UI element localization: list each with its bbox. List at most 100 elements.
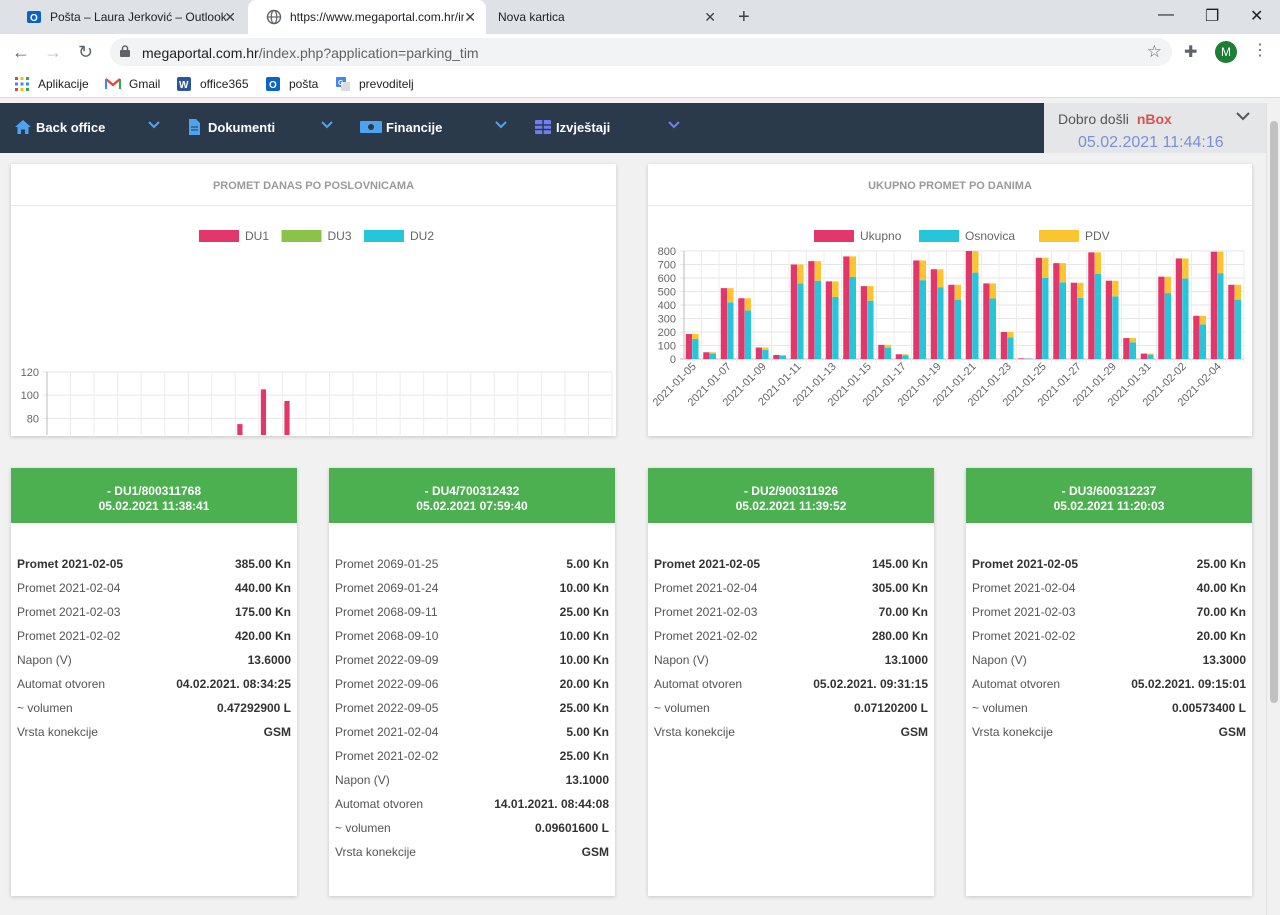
legend-label: PDV	[1085, 229, 1110, 243]
bar-pdv	[1217, 251, 1224, 274]
device-datetime: 05.02.2021 11:20:03	[1053, 499, 1165, 513]
bar-pdv	[1234, 284, 1242, 300]
word-icon: W	[176, 76, 192, 92]
bar-ukupno	[720, 288, 728, 359]
bar-pdv	[814, 261, 822, 281]
bookmark-apps[interactable]: Aplikacije	[14, 76, 89, 92]
stat-label: Promet 2021-02-03	[17, 605, 121, 619]
stat-row: Promet 2021-02-04 5.00 Kn	[335, 725, 609, 749]
tab-label: Nova kartica	[498, 10, 565, 24]
close-icon[interactable]: ✕	[464, 8, 476, 25]
bar-ukupno	[755, 347, 763, 359]
stat-row: Napon (V) 13.1000	[654, 653, 928, 677]
extensions-icon[interactable]: ✚	[1184, 44, 1198, 61]
stat-value: 175.00 Kn	[234, 605, 291, 619]
stat-label: Promet 2021-02-05	[654, 557, 761, 571]
tab-label: https://www.megaportal.com.hr/ind	[290, 10, 464, 24]
bar-pdv	[937, 269, 944, 288]
stat-value: 13.1000	[884, 653, 928, 667]
bar-osnovica	[989, 298, 997, 359]
bar-ukupno	[1018, 358, 1025, 359]
stat-row: ~ volumen 0.00573400 L	[972, 701, 1246, 725]
chevron-down-icon[interactable]	[1236, 111, 1250, 121]
tab-new[interactable]: Nova kartica ✕	[488, 0, 726, 34]
bar-osnovica	[744, 310, 752, 359]
close-icon[interactable]: ✕	[704, 8, 716, 25]
nav-izvjestaji[interactable]: Izvještaji	[534, 119, 610, 135]
user-welcome-panel[interactable]: Dobro došli nBox 05.02.2021 11:44:16	[1044, 103, 1266, 153]
stat-value: 25.00 Kn	[559, 605, 609, 619]
address-bar[interactable]: megaportal.com.hr/index.php?application=…	[110, 38, 1172, 66]
bookmark-prevoditelj[interactable]: G prevoditelj	[335, 76, 414, 92]
profile-avatar[interactable]: M	[1215, 41, 1237, 63]
stat-row: ~ volumen 0.07120200 L	[654, 701, 928, 725]
stat-label: Promet 2021-02-04	[654, 581, 758, 595]
page-scrollbar[interactable]	[1266, 103, 1280, 915]
chevron-down-icon[interactable]	[146, 117, 162, 133]
bookmark-office365[interactable]: W office365	[176, 76, 249, 92]
bar-osnovica	[1077, 297, 1084, 359]
bookmark-star-icon[interactable]: ☆	[1146, 42, 1162, 61]
chevron-down-icon[interactable]	[666, 117, 682, 133]
device-stats: Promet 2021-02-05 385.00 Kn Promet 2021-02…	[11, 523, 297, 749]
bookmark-posta[interactable]: O pošta	[265, 76, 318, 92]
bar-ukupno	[860, 286, 868, 359]
stat-label: Promet 2021-02-04	[972, 581, 1076, 595]
bar-pdv	[954, 284, 962, 300]
stat-value: 13.6000	[247, 653, 291, 667]
nav-back-office[interactable]: Back office	[14, 119, 105, 135]
stat-label: Promet 2021-02-02	[17, 629, 121, 643]
stat-value: 5.00 Kn	[566, 725, 609, 739]
reload-icon[interactable]: ↻	[78, 42, 94, 62]
svg-text:O: O	[269, 80, 277, 91]
device-name: - DU2/900311926	[743, 484, 839, 498]
chevron-down-icon[interactable]	[319, 117, 335, 133]
device-stats: Promet 2021-02-05 145.00 Kn Promet 2021-02…	[648, 523, 934, 749]
bar-ukupno	[1035, 257, 1043, 359]
bar-pdv	[1094, 252, 1102, 274]
device-name: - DU3/600312237	[1061, 484, 1157, 498]
stat-row: Promet 2021-02-04 305.00 Kn	[654, 581, 928, 605]
tab-outlook[interactable]: O Pošta – Laura Jerković – Outlook ✕	[8, 0, 246, 34]
y-tick-label: 700	[658, 260, 676, 272]
bookmark-gmail[interactable]: Gmail	[104, 76, 160, 92]
bar-pdv	[1182, 258, 1189, 279]
close-icon[interactable]: ✕	[224, 8, 236, 25]
stat-label: Promet 2021-02-02	[972, 629, 1076, 643]
bar-ukupno	[965, 251, 973, 359]
stat-label: Napon (V)	[335, 773, 390, 787]
tab-megaportal[interactable]: https://www.megaportal.com.hr/ind ✕	[248, 0, 486, 34]
minimize-icon[interactable]: —	[1158, 6, 1174, 23]
bar-pdv	[779, 354, 787, 356]
back-icon[interactable]: ←	[12, 42, 30, 62]
new-tab-button[interactable]: +	[738, 6, 750, 28]
bar-ukupno	[808, 261, 815, 359]
device-card-du1: - DU1/800311768 05.02.2021 11:38:41 Promet…	[11, 468, 297, 896]
stat-row: Promet 2021-02-02 25.00 Kn	[335, 749, 609, 773]
legend-swatch	[1039, 230, 1079, 242]
bar-ukupno	[685, 334, 693, 359]
stat-value: 385.00 Kn	[234, 557, 291, 571]
bar-osnovica	[1129, 342, 1137, 359]
stat-row: Promet 2068-09-11 25.00 Kn	[335, 605, 609, 629]
bar-osnovica	[884, 347, 892, 359]
scrollbar-thumb[interactable]	[1270, 121, 1278, 703]
stat-label: Promet 2022-09-06	[335, 677, 439, 691]
restore-icon[interactable]: ❐	[1205, 8, 1220, 25]
stat-label: ~ volumen	[17, 701, 73, 715]
nav-dokumenti[interactable]: Dokumenti	[186, 119, 275, 135]
forward-icon[interactable]: →	[44, 42, 62, 62]
chevron-down-icon[interactable]	[493, 117, 509, 133]
device-card-header: - DU4/700312432 05.02.2021 07:59:40	[329, 468, 615, 523]
close-window-icon[interactable]: ✕	[1250, 8, 1264, 25]
url-text: megaportal.com.hr/index.php?application=…	[142, 45, 479, 61]
nav-financije[interactable]: Financije	[360, 119, 442, 135]
y-tick-label: 100	[21, 390, 39, 402]
stat-value: GSM	[1218, 725, 1246, 739]
stat-label: Promet 2021-02-05	[972, 557, 1079, 571]
money-icon	[360, 119, 382, 135]
menu-kebab-icon[interactable]: ⋮	[1252, 42, 1268, 59]
bar-ukupno	[703, 352, 710, 359]
chart-title: UKUPNO PROMET PO DANIMA	[648, 164, 1252, 206]
device-card-header: - DU2/900311926 05.02.2021 11:39:52	[648, 468, 934, 523]
